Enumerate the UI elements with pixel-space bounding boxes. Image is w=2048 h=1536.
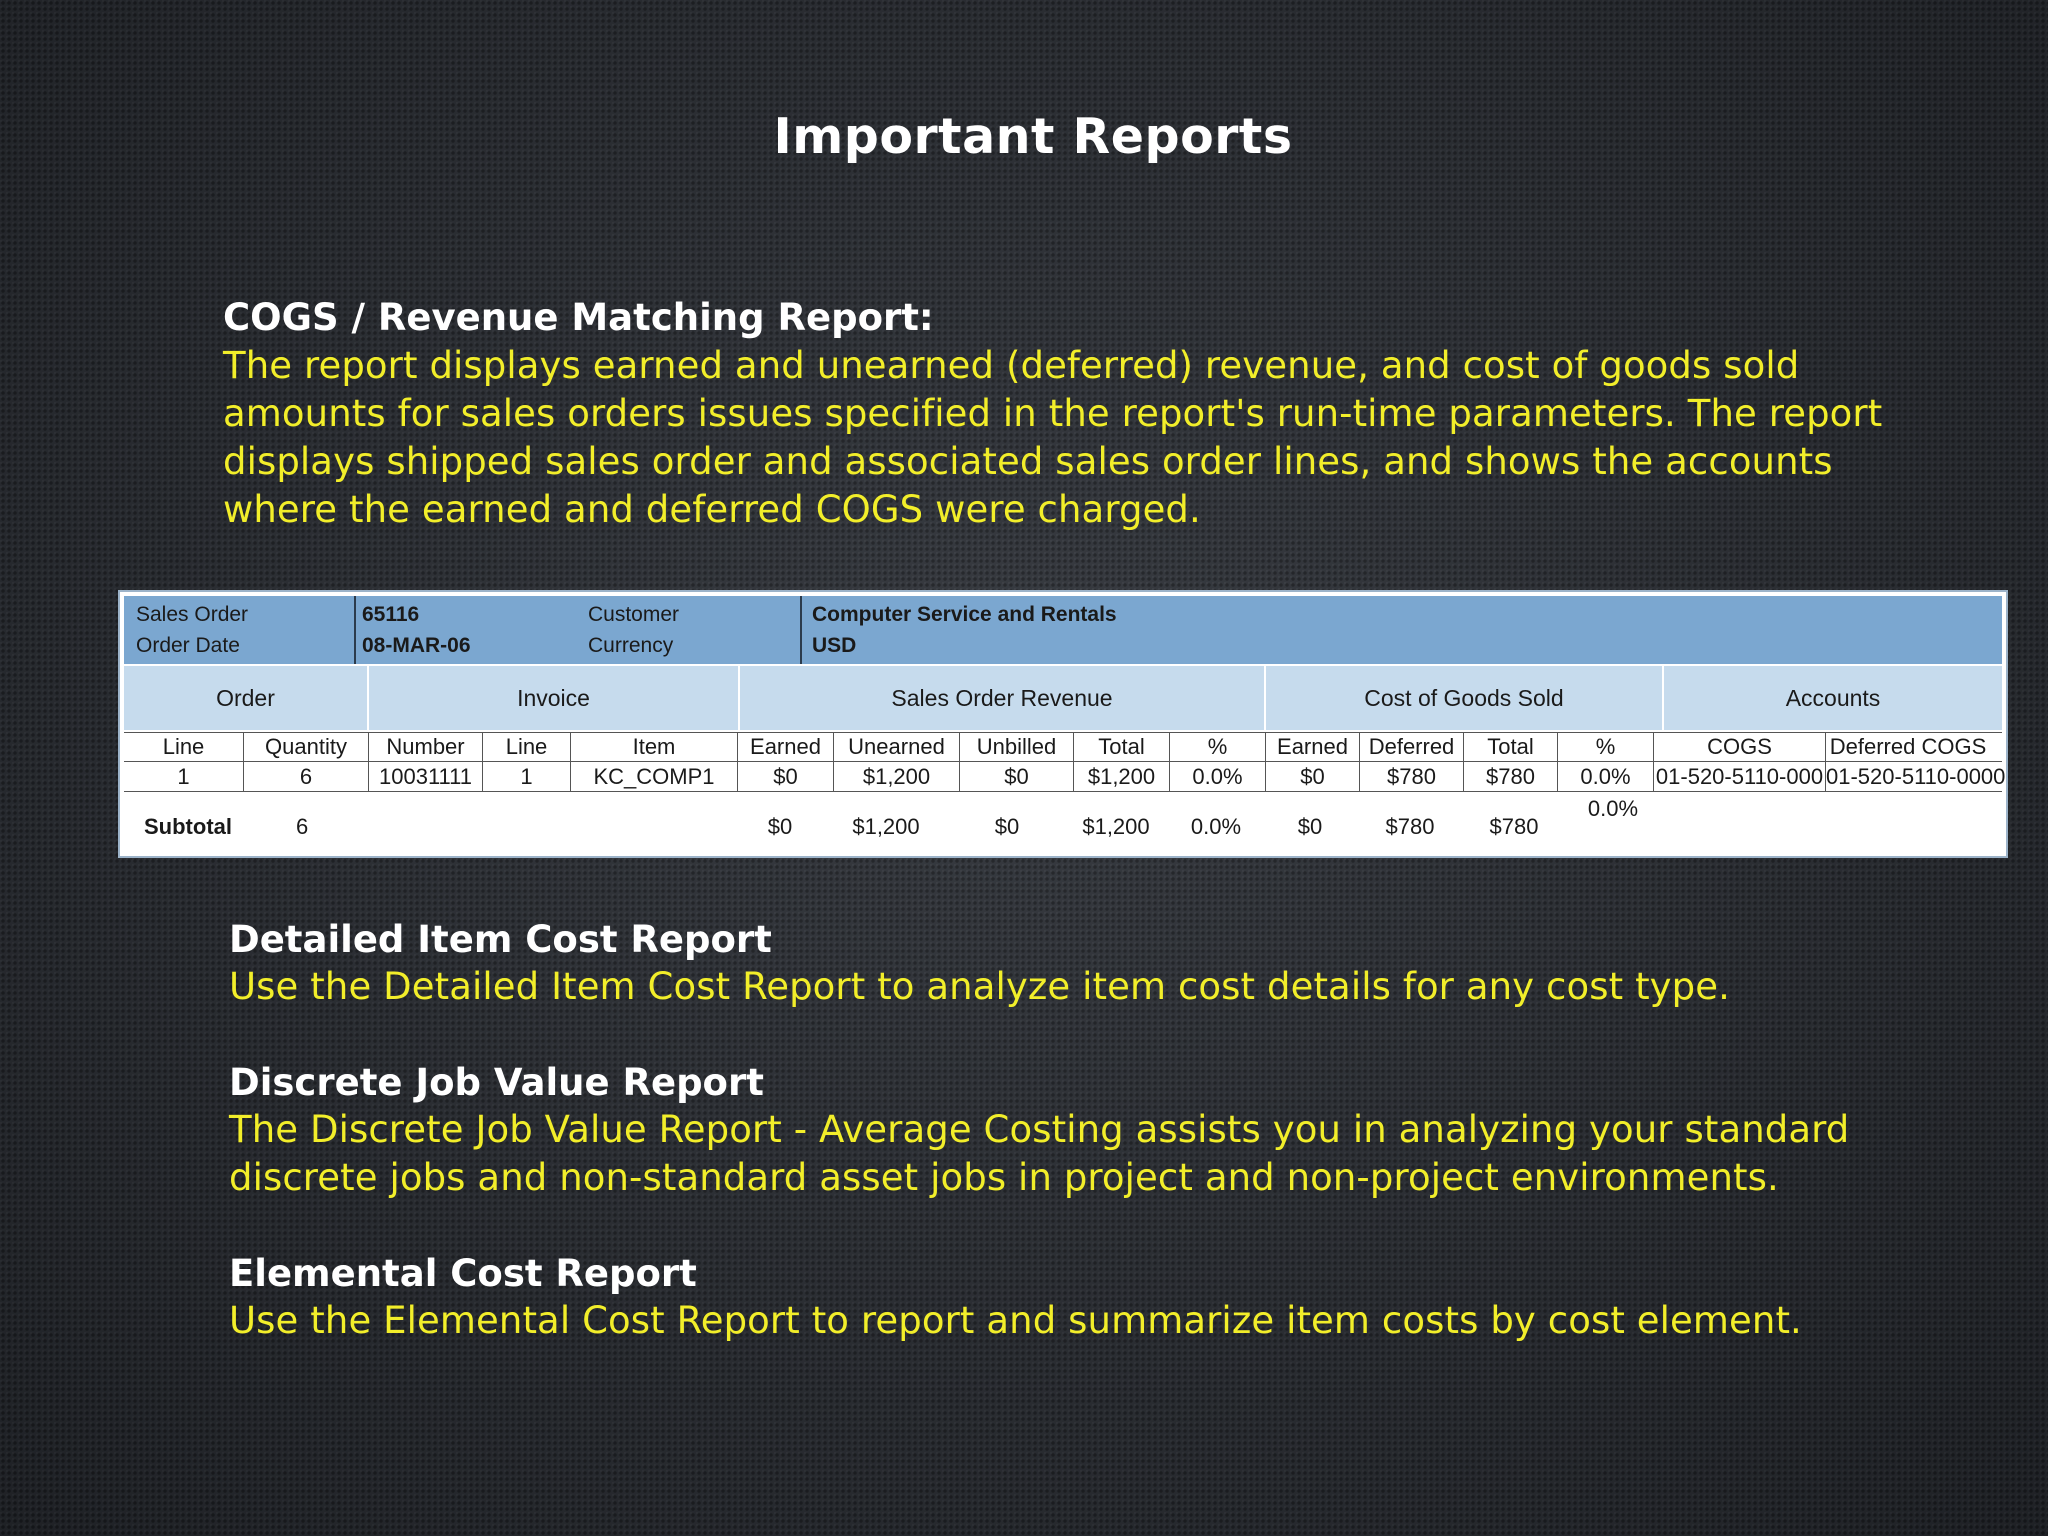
cell-revenue-total: $1,200	[1074, 762, 1170, 791]
discrete-description-line: The Discrete Job Value Report - Average …	[229, 1108, 1850, 1151]
report-header-band: Sales Order Order Date 65116 08-MAR-06 C…	[124, 596, 2002, 664]
table-rule	[124, 791, 2002, 792]
column-header-revenue-total: Total	[1074, 732, 1170, 761]
cogs-report-heading: COGS / Revenue Matching Report:	[223, 296, 934, 339]
elemental-description-line: Use the Elemental Cost Report to report …	[229, 1299, 1802, 1342]
order-date-label: Order Date	[136, 634, 240, 657]
cogs-description-line: The report displays earned and unearned …	[223, 344, 1800, 387]
subtotal-cogs-earned: $0	[1297, 814, 1323, 839]
header-customer-labels: Customer Currency	[588, 596, 788, 664]
table-rule	[124, 761, 2002, 762]
column-header-row: Line Quantity Number Line Item Earned Unearned…	[124, 732, 2002, 790]
cell-quantity: 6	[244, 762, 369, 791]
cell-item: KC_COMP1	[571, 762, 738, 791]
currency-value: USD	[812, 634, 857, 657]
table-rule	[124, 732, 2002, 733]
subtotal-cogs-deferred: $780	[1385, 814, 1435, 839]
column-header-quantity: Quantity	[244, 732, 369, 761]
cell-cogs-percent: 0.0%	[1558, 762, 1654, 791]
column-header-revenue-unbilled: Unbilled	[960, 732, 1074, 761]
subtotal-cogs-total: $780	[1489, 814, 1539, 839]
column-header-cogs-earned: Earned	[1266, 732, 1360, 761]
subtotal-cogs-percent: 0.0%	[1587, 796, 1639, 821]
cell-cogs-deferred: $780	[1360, 762, 1464, 791]
discrete-job-value-description: The Discrete Job Value Report - Average …	[229, 1106, 1849, 1202]
header-labels: Sales Order Order Date	[136, 596, 356, 664]
customer-label: Customer	[588, 603, 680, 626]
column-header-cogs-percent: %	[1558, 732, 1654, 761]
column-header-deferred-cogs-account: Deferred COGS	[1829, 734, 1987, 759]
subtotal-quantity: 6	[296, 814, 309, 839]
subtotal-revenue-earned: $0	[767, 814, 793, 839]
cell-invoice-line: 1	[483, 762, 571, 791]
discrete-job-value-heading: Discrete Job Value Report	[229, 1061, 764, 1104]
group-cost-of-goods-sold: Cost of Goods Sold	[1266, 666, 1664, 730]
slide-title: Important Reports	[773, 108, 1293, 165]
subtotal-label: Subtotal	[144, 814, 232, 839]
cell-line: 1	[124, 762, 244, 791]
cogs-report-description: The report displays earned and unearned …	[223, 342, 1882, 534]
subtotal-revenue-unbilled: $0	[994, 814, 1020, 839]
discrete-description-line: discrete jobs and non-standard asset job…	[229, 1156, 1779, 1199]
group-sales-order-revenue: Sales Order Revenue	[740, 666, 1266, 730]
table-row: 1 6 10031111 1 KC_COMP1 $0 $1,200 $0 $1,200 0.0% $…	[124, 762, 2006, 792]
header-customer-values: Computer Service and Rentals USD	[812, 596, 1412, 664]
cogs-description-line: amounts for sales orders issues specifie…	[223, 392, 1883, 435]
column-header-invoice-number: Number	[369, 732, 483, 761]
currency-label: Currency	[588, 634, 674, 657]
cell-revenue-earned: $0	[738, 762, 834, 791]
detailed-description-line: Use the Detailed Item Cost Report to ana…	[229, 965, 1730, 1008]
column-header-revenue-earned: Earned	[738, 732, 834, 761]
cogs-revenue-report-table: Sales Order Order Date 65116 08-MAR-06 C…	[118, 590, 2008, 858]
elemental-cost-heading: Elemental Cost Report	[229, 1252, 697, 1295]
column-group-row: Order Invoice Sales Order Revenue Cost o…	[124, 666, 2002, 730]
group-order: Order	[124, 666, 369, 730]
cell-revenue-unbilled: $0	[960, 762, 1074, 791]
cell-deferred-cogs-account: 01-520-5110-0000	[1826, 764, 2006, 789]
detailed-item-cost-description: Use the Detailed Item Cost Report to ana…	[229, 963, 1730, 1011]
cell-cogs-total: $780	[1464, 762, 1558, 791]
cell-invoice-number: 10031111	[369, 762, 483, 791]
column-header-revenue-unearned: Unearned	[834, 732, 960, 761]
column-header-cogs-total: Total	[1464, 732, 1558, 761]
header-divider	[800, 596, 802, 664]
customer-value: Computer Service and Rentals	[812, 603, 1117, 626]
column-header-invoice-line: Line	[483, 732, 571, 761]
header-values: 65116 08-MAR-06	[362, 596, 562, 664]
column-header-item: Item	[571, 732, 738, 761]
subtotal-revenue-percent: 0.0%	[1190, 814, 1242, 839]
cell-revenue-unearned: $1,200	[834, 762, 960, 791]
sales-order-value: 65116	[362, 603, 420, 626]
detailed-item-cost-heading: Detailed Item Cost Report	[229, 918, 772, 961]
order-date-value: 08-MAR-06	[362, 634, 471, 657]
column-header-revenue-percent: %	[1170, 732, 1266, 761]
cell-revenue-percent: 0.0%	[1170, 762, 1266, 791]
sales-order-label: Sales Order	[136, 603, 249, 626]
cogs-description-line: where the earned and deferred COGS were …	[223, 488, 1201, 531]
cogs-description-line: displays shipped sales order and associa…	[223, 440, 1833, 483]
group-accounts: Accounts	[1785, 685, 1881, 711]
subtotal-revenue-total: $1,200	[1082, 814, 1150, 839]
header-divider	[354, 596, 356, 664]
column-header-line: Line	[124, 732, 244, 761]
cell-cogs-account: 01-520-5110-000	[1654, 762, 1826, 791]
column-header-cogs-account: COGS	[1654, 732, 1826, 761]
cell-cogs-earned: $0	[1266, 762, 1360, 791]
group-invoice: Invoice	[369, 666, 740, 730]
elemental-cost-description: Use the Elemental Cost Report to report …	[229, 1297, 1802, 1345]
column-header-cogs-deferred: Deferred	[1360, 732, 1464, 761]
subtotal-revenue-unearned: $1,200	[852, 814, 920, 839]
